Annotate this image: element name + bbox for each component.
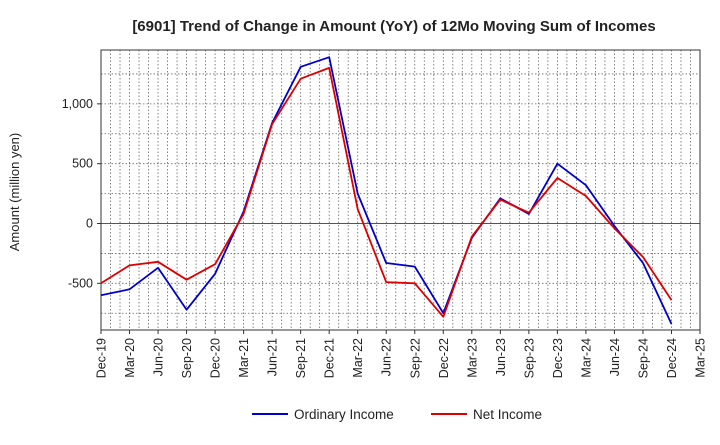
x-tick-label: Mar-22: [351, 338, 365, 378]
x-tick-label: Dec-23: [551, 338, 565, 378]
x-tick-label: Sep-22: [408, 338, 422, 378]
x-tick-label: Jun-21: [266, 338, 280, 376]
y-tick-label: 500: [72, 157, 93, 171]
axes: -500 0 500 1,000 Dec-19 Mar-20 Jun-20 Sep-20 Dec…: [62, 49, 708, 378]
gridlines: [101, 50, 700, 330]
x-tick-label: Sep-23: [522, 338, 536, 378]
x-tick-label: Mar-25: [694, 338, 708, 378]
y-tick-label: -500: [68, 276, 93, 290]
x-tick-label: Mar-21: [237, 338, 251, 378]
x-tick-label: Jun-23: [494, 338, 508, 376]
series-line: [100, 56, 673, 325]
x-tick-label: Sep-20: [180, 338, 194, 378]
y-tick-label: 1,000: [62, 97, 93, 111]
x-tick-label: Dec-22: [437, 338, 451, 378]
y-tick-label: 0: [86, 217, 93, 231]
x-tick-label: Dec-20: [209, 338, 223, 378]
x-tick-label: Jun-22: [380, 338, 394, 376]
x-tick-label: Jun-20: [152, 338, 166, 376]
x-tick-label: Sep-24: [636, 338, 650, 378]
legend-label: Net Income: [473, 407, 542, 422]
x-tick-label: Mar-23: [465, 338, 479, 378]
y-axis-label: Amount (million yen): [7, 133, 22, 252]
x-tick-label: Jun-24: [608, 338, 622, 376]
series-line: [100, 67, 673, 318]
x-tick-label: Mar-20: [123, 338, 137, 378]
x-tick-label: Dec-21: [323, 338, 337, 378]
x-tick-label: Sep-21: [294, 338, 308, 378]
plot-frame: [100, 49, 701, 331]
legend-label: Ordinary Income: [294, 407, 394, 422]
legend: Ordinary Income Net Income: [252, 407, 542, 422]
chart-title: [6901] Trend of Change in Amount (YoY) o…: [132, 18, 655, 35]
x-tick-label: Mar-24: [579, 338, 593, 378]
x-tick-label: Dec-19: [95, 338, 109, 378]
series-lines: [100, 56, 673, 325]
x-tick-label: Dec-24: [665, 338, 679, 378]
